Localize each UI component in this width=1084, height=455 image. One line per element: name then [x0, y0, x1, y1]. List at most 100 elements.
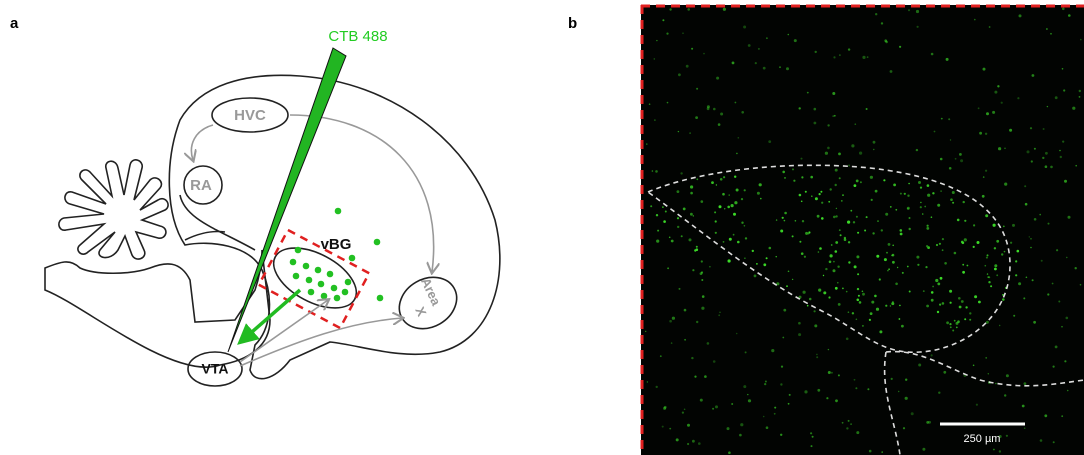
cell [687, 423, 690, 427]
cell [818, 193, 821, 196]
cell [735, 188, 739, 192]
cell [915, 9, 920, 14]
cell [822, 274, 825, 277]
cell [852, 221, 856, 224]
cell [700, 260, 703, 263]
cell [837, 303, 841, 306]
cell [984, 132, 988, 135]
cell [747, 44, 751, 47]
cell [1046, 105, 1049, 108]
cell [813, 107, 817, 111]
cell [926, 184, 930, 187]
cell [1078, 89, 1082, 93]
cell [916, 255, 920, 259]
cell [741, 111, 744, 114]
cell [698, 442, 701, 445]
cell [885, 40, 888, 44]
region-label: Area [418, 275, 444, 308]
cell [847, 419, 850, 422]
cell [719, 178, 723, 181]
cell [905, 378, 908, 381]
cell [1012, 223, 1015, 227]
cell [856, 431, 860, 435]
cell [903, 192, 906, 195]
cell [960, 300, 964, 303]
cell [941, 249, 944, 252]
cell [834, 250, 838, 253]
cell [690, 212, 693, 216]
cell [1044, 414, 1048, 418]
cell [817, 388, 821, 392]
cell [723, 176, 726, 179]
cell [775, 256, 777, 258]
cell [938, 242, 942, 245]
cell [916, 25, 919, 28]
cell [957, 320, 960, 324]
cell [868, 318, 872, 321]
cell [948, 118, 951, 121]
cell [960, 159, 964, 163]
cell [791, 235, 794, 238]
cell [781, 216, 784, 219]
cell [307, 288, 315, 296]
arrow [239, 318, 402, 367]
cell [840, 200, 843, 202]
cell [1052, 441, 1055, 444]
cell [728, 194, 730, 196]
cell [1024, 185, 1027, 188]
cell [818, 288, 822, 292]
cell [669, 427, 672, 430]
cell [994, 90, 998, 94]
cell [827, 348, 830, 351]
cell [740, 423, 744, 427]
cell [972, 364, 975, 367]
cell [827, 146, 830, 150]
cell [764, 380, 767, 383]
cell [744, 257, 746, 260]
cell [1062, 7, 1065, 11]
cell [875, 307, 880, 311]
cell [786, 285, 788, 288]
cell [784, 177, 786, 179]
probe-label: CTB 488 [328, 28, 387, 45]
cell [1018, 14, 1022, 18]
cell [827, 124, 830, 127]
cell [919, 206, 922, 209]
cell [736, 152, 738, 155]
cell [986, 112, 989, 116]
lamina [184, 230, 226, 241]
cell [990, 285, 993, 288]
cell [1030, 238, 1032, 240]
cell [895, 208, 898, 211]
cell [814, 50, 817, 54]
cell [997, 85, 1000, 88]
cell [801, 220, 805, 223]
cell [782, 170, 785, 174]
cell [813, 310, 816, 313]
cell [654, 119, 656, 121]
cell [727, 259, 731, 263]
cell [985, 169, 988, 172]
cell [734, 201, 738, 205]
cell [869, 175, 874, 179]
cell [890, 377, 893, 380]
cell [899, 304, 901, 307]
cell [768, 140, 772, 144]
cell [1023, 382, 1027, 385]
cell [1064, 179, 1067, 183]
panel-a: a HVC RA Area X vBG VTA [10, 15, 501, 387]
cell [694, 375, 697, 378]
cell [670, 342, 673, 344]
cell [999, 324, 1001, 327]
cell [949, 323, 952, 326]
cell [842, 194, 844, 196]
cell [919, 186, 923, 189]
cell [834, 286, 838, 290]
cell [930, 291, 934, 294]
cell [862, 55, 866, 60]
cell [891, 302, 895, 306]
cell [1005, 434, 1009, 437]
cell [667, 267, 669, 270]
cell [1056, 249, 1059, 252]
cell [740, 198, 744, 201]
